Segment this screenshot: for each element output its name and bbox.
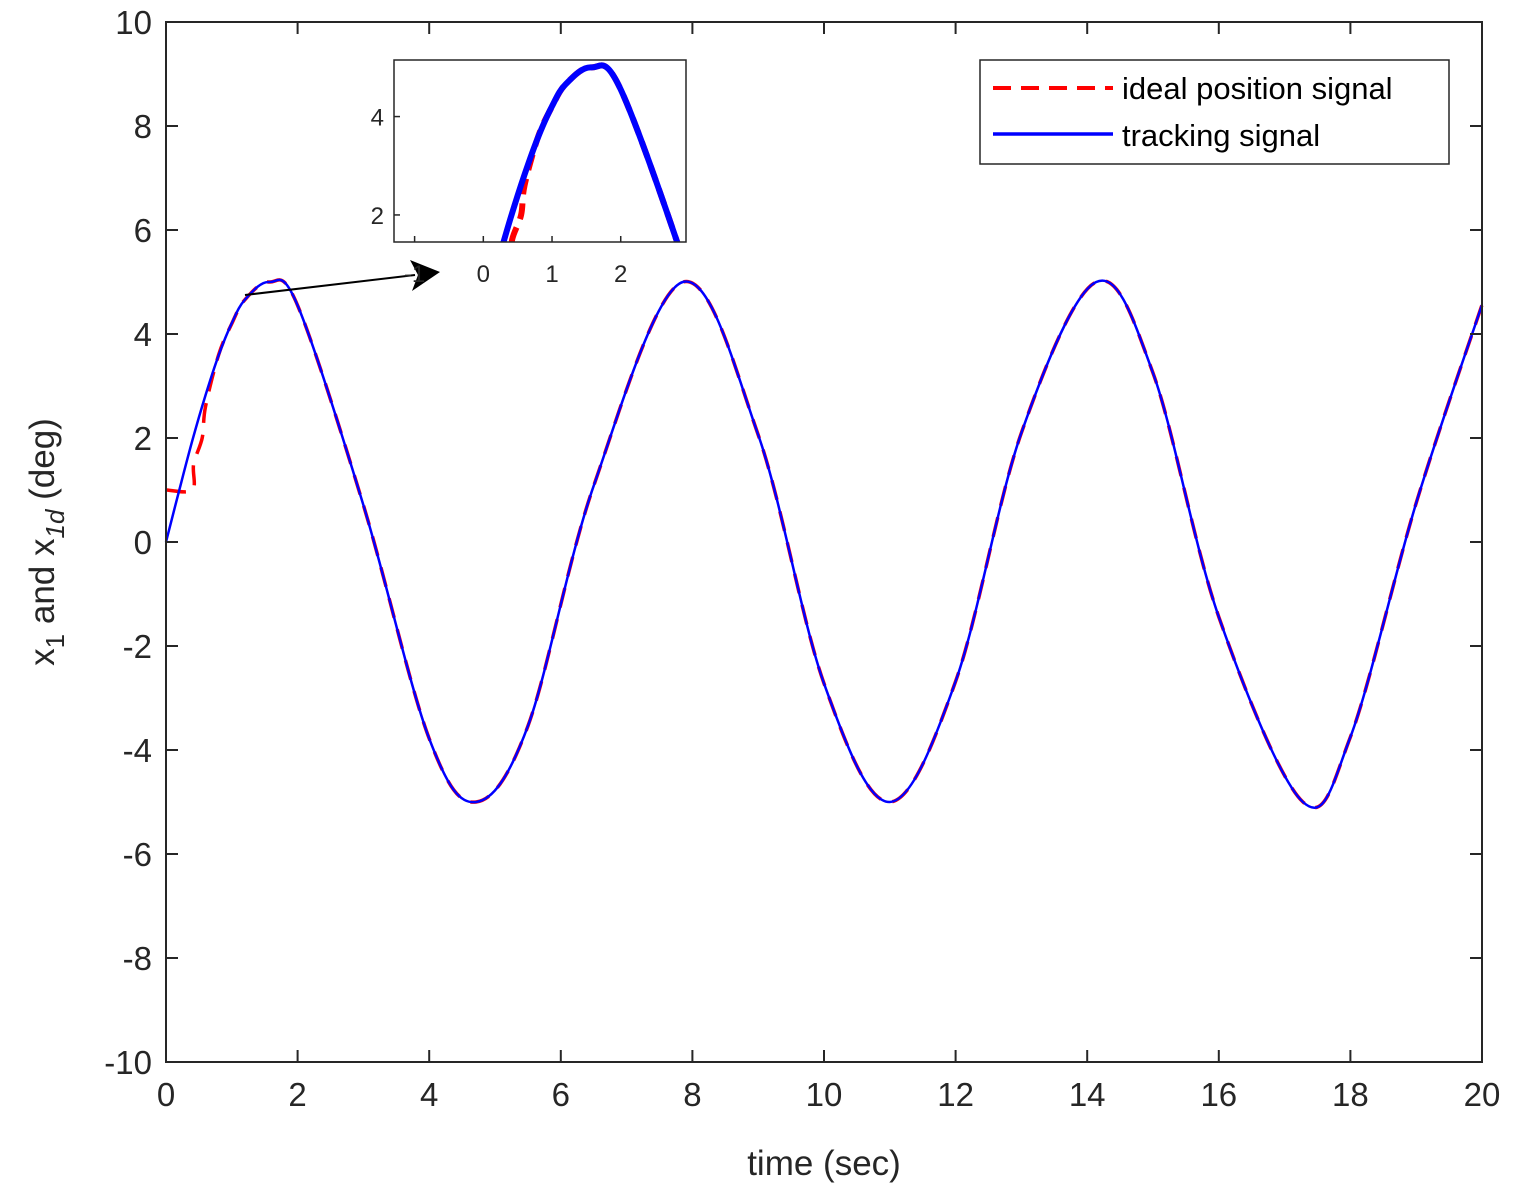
y-tick-label: 4 <box>134 316 152 353</box>
y-tick-label: 8 <box>134 108 152 145</box>
x-tick-label: 0 <box>157 1076 175 1113</box>
y-tick-label: -6 <box>123 836 152 873</box>
x-tick-label: 18 <box>1332 1076 1369 1113</box>
arrow-head <box>410 260 440 291</box>
x-tick-label: 2 <box>288 1076 306 1113</box>
inset-background <box>394 60 686 242</box>
y-tick-label: -8 <box>123 940 152 977</box>
series-line-tracking <box>164 278 1484 809</box>
plot-area <box>166 22 1482 1062</box>
y-tick-labels: -10 -8 -6 -4 -2 0 2 4 6 8 10 <box>104 4 152 1081</box>
x-tick-label: 14 <box>1069 1076 1106 1113</box>
x-tick-label: 4 <box>420 1076 438 1113</box>
legend: ideal position signal tracking signal <box>979 59 1450 165</box>
inset-axes-box <box>393 59 687 243</box>
inset-x-tick-label: 0 <box>477 261 490 288</box>
inset-x-tick-label: 2 <box>614 261 627 288</box>
x-tick-label: 6 <box>552 1076 570 1113</box>
y-label-sub-1: 1 <box>40 634 70 648</box>
x-tick-labels: 0 2 4 6 8 10 12 14 16 18 20 <box>157 1076 1501 1113</box>
inset-series-line-tracking <box>500 62 681 242</box>
y-label-x1: x <box>23 648 62 666</box>
arrow-shaft <box>244 274 416 296</box>
inset-x-tick-label: 1 <box>545 261 558 288</box>
y-tick-label: -4 <box>123 732 152 769</box>
y-tick-label: -2 <box>123 628 152 665</box>
y-tick-label: 10 <box>115 4 152 41</box>
x-tick-label: 20 <box>1464 1076 1501 1113</box>
x-axis-label: time (sec) <box>747 1144 901 1183</box>
y-label-and: and x <box>23 538 62 634</box>
x-tick-label: 12 <box>937 1076 974 1113</box>
inset-series-layer <box>500 62 681 242</box>
x-tick-label: 16 <box>1200 1076 1237 1113</box>
series-layer <box>164 278 1484 810</box>
legend-label-tracking: tracking signal <box>1122 118 1320 153</box>
zoom-arrow <box>244 260 440 296</box>
inset-ticks <box>394 115 622 242</box>
y-tick-label: 0 <box>134 524 152 561</box>
inset-y-tick-label: 4 <box>371 105 384 132</box>
axes-box <box>165 21 1483 1063</box>
legend-label-ideal: ideal position signal <box>1122 71 1393 106</box>
inset-chart: -1 0 1 2 2 4 <box>371 59 687 288</box>
y-label-sub-1d: 1d <box>40 508 70 538</box>
y-tick-label: -10 <box>104 1044 152 1081</box>
inset-x-tick-label: -1 <box>404 261 425 288</box>
y-tick-label: 6 <box>134 212 152 249</box>
legend-box <box>979 59 1450 165</box>
x-tick-label: 10 <box>806 1076 843 1113</box>
x-tick-label: 8 <box>683 1076 701 1113</box>
inset-y-tick-label: 2 <box>371 203 384 230</box>
y-tick-label: 2 <box>134 420 152 457</box>
y-axis-label: x1 and x1d (deg) <box>23 418 70 666</box>
y-label-deg: (deg) <box>23 418 62 509</box>
inset-tick-labels: -1 0 1 2 2 4 <box>371 105 628 288</box>
